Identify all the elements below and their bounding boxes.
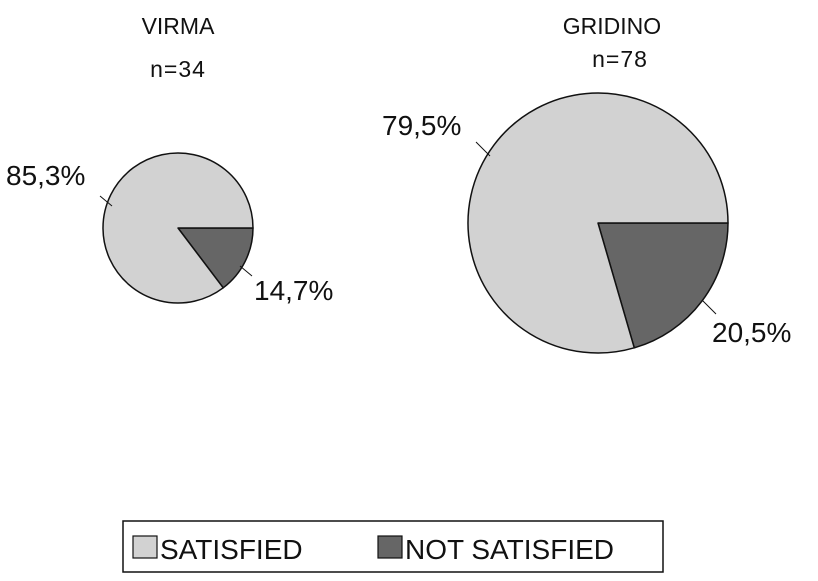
pie-slice-virma-satisfied [102, 152, 254, 304]
legend-label-satisfied: SATISFIED [160, 534, 303, 565]
pie-chart-gridino: GRIDINO n=78 79,5% 20,5% [382, 13, 791, 354]
slice-label-virma-not-satisfied: 14,7% [254, 275, 333, 306]
slice-label-virma-satisfied: 85,3% [6, 160, 85, 191]
label-leader-virma-not-satisfied [239, 265, 253, 277]
pie-slice-gridino-not-satisfied [597, 222, 729, 349]
pie-slice-virma-not-satisfied [177, 227, 254, 289]
legend-swatch-not-satisfied [377, 535, 403, 559]
legend: SATISFIED NOT SATISFIED [122, 520, 664, 573]
pie-slice-gridino-satisfied [467, 92, 729, 354]
slice-label-gridino-satisfied: 79,5% [382, 110, 461, 141]
pie-chart-virma: VIRMA n=34 85,3% 14,7% [6, 13, 333, 306]
pie-title-virma: VIRMA [142, 13, 216, 39]
legend-label-not-satisfied: NOT SATISFIED [405, 534, 614, 565]
label-leader-gridino-satisfied [475, 141, 491, 157]
label-leader-virma-satisfied [99, 195, 113, 207]
legend-box [122, 520, 664, 573]
slice-label-gridino-not-satisfied: 20,5% [712, 317, 791, 348]
label-leader-gridino-not-satisfied [701, 299, 717, 315]
legend-swatch-satisfied [132, 535, 158, 559]
pie-n-virma: n=34 [150, 56, 206, 82]
pie-n-gridino: n=78 [592, 46, 648, 72]
pie-title-gridino: GRIDINO [563, 13, 661, 39]
pie-slices-gridino [467, 92, 729, 354]
pie-slices-virma [102, 152, 254, 304]
